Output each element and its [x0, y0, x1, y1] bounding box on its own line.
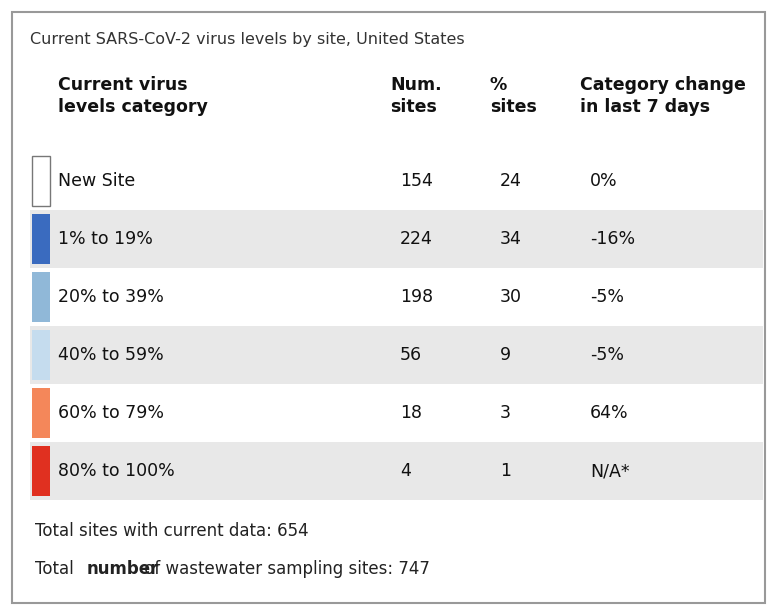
Text: Total: Total [35, 560, 79, 578]
Bar [30, 326, 763, 384]
Text: %
sites: % sites [490, 76, 537, 116]
Bar [32, 156, 50, 206]
Bar [30, 210, 763, 268]
Bar [30, 442, 763, 500]
Text: 3: 3 [500, 404, 511, 422]
Text: 80% to 100%: 80% to 100% [58, 462, 175, 480]
Text: of wastewater sampling sites: 747: of wastewater sampling sites: 747 [139, 560, 430, 578]
Text: 24: 24 [500, 172, 522, 190]
Text: 18: 18 [400, 404, 422, 422]
Text: Current virus
levels category: Current virus levels category [58, 76, 208, 116]
Text: number: number [87, 560, 159, 578]
Bar [32, 330, 50, 380]
Text: 34: 34 [500, 230, 522, 248]
Text: 4: 4 [400, 462, 411, 480]
Text: -5%: -5% [590, 346, 624, 364]
Text: -5%: -5% [590, 288, 624, 306]
Text: 56: 56 [400, 346, 422, 364]
Bar [32, 446, 50, 496]
Text: N/A*: N/A* [590, 462, 629, 480]
Text: 9: 9 [500, 346, 511, 364]
Text: Total sites with current data: 654: Total sites with current data: 654 [35, 522, 308, 540]
Text: 64%: 64% [590, 404, 629, 422]
Text: 0%: 0% [590, 172, 618, 190]
Text: Current SARS-CoV-2 virus levels by site, United States: Current SARS-CoV-2 virus levels by site,… [30, 32, 465, 47]
Bar [30, 384, 763, 442]
Text: 154: 154 [400, 172, 433, 190]
Text: Num.
sites: Num. sites [390, 76, 441, 116]
Text: 1% to 19%: 1% to 19% [58, 230, 153, 248]
Text: Category change
in last 7 days: Category change in last 7 days [580, 76, 746, 116]
Text: 20% to 39%: 20% to 39% [58, 288, 164, 306]
Bar [30, 152, 763, 210]
Bar [32, 272, 50, 322]
Bar [32, 388, 50, 438]
Text: -16%: -16% [590, 230, 635, 248]
Bar [30, 268, 763, 326]
Text: 40% to 59%: 40% to 59% [58, 346, 164, 364]
Text: 198: 198 [400, 288, 433, 306]
Text: New Site: New Site [58, 172, 135, 190]
Text: 60% to 79%: 60% to 79% [58, 404, 164, 422]
Text: 30: 30 [500, 288, 522, 306]
Text: 224: 224 [400, 230, 433, 248]
Text: 1: 1 [500, 462, 511, 480]
Bar [32, 214, 50, 264]
